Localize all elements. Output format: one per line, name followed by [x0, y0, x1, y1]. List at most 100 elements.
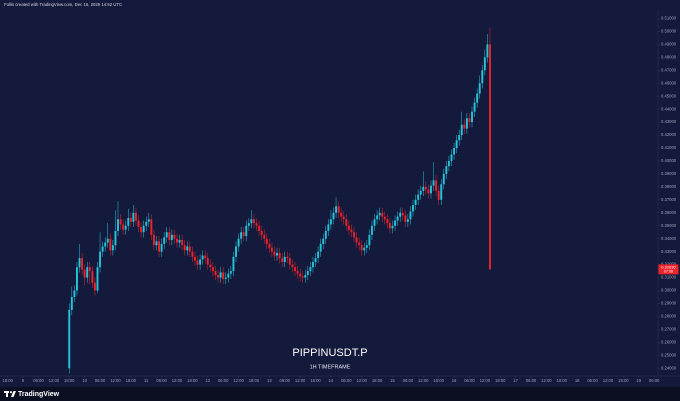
- candle-body: [235, 246, 237, 257]
- x-tick-label: 12:00: [480, 378, 491, 383]
- candle-body: [301, 276, 304, 278]
- y-tick-label: 0.33000: [661, 249, 677, 254]
- candle-body: [106, 238, 109, 243]
- candle-body: [276, 252, 279, 256]
- candle-body: [142, 225, 145, 233]
- candle-body: [132, 212, 135, 222]
- candle-body: [476, 93, 479, 103]
- candle-body: [150, 219, 153, 235]
- candle-body: [258, 225, 261, 231]
- candle-body: [309, 267, 312, 272]
- candle-body: [224, 277, 227, 279]
- x-tick-label: 10: [82, 378, 87, 383]
- x-tick-label: 13: [267, 378, 272, 383]
- candle-body: [268, 243, 271, 248]
- candle-body: [242, 232, 245, 237]
- y-tick-label: 0.43000: [661, 119, 677, 124]
- x-tick-label: 06:00: [526, 378, 537, 383]
- candle-body: [424, 186, 427, 190]
- candles: [68, 27, 491, 374]
- logo-icon: [4, 391, 16, 397]
- x-tick-label: 12:00: [110, 378, 121, 383]
- candle-body: [211, 267, 214, 272]
- y-tick-label: 0.41000: [661, 145, 677, 150]
- candle-body: [270, 247, 273, 252]
- candle-body: [417, 194, 420, 200]
- x-tick-label: 18:00: [310, 378, 321, 383]
- candle-body: [101, 246, 104, 252]
- candle-body: [99, 251, 101, 268]
- candle-body: [378, 212, 381, 216]
- x-tick-label: 18: [575, 378, 580, 383]
- y-tick-label: 0.45000: [661, 93, 677, 98]
- candle-body: [340, 212, 343, 217]
- logo-part: [11, 391, 16, 397]
- candle-body: [355, 237, 358, 243]
- candle-body: [406, 219, 409, 222]
- candle-body: [86, 267, 89, 278]
- candle-body: [455, 140, 458, 149]
- candle-body: [396, 216, 399, 221]
- candle-body: [109, 238, 112, 251]
- x-tick-label: 06:00: [95, 378, 106, 383]
- candle-body: [129, 217, 132, 222]
- candle-body: [78, 258, 81, 268]
- candle-body: [386, 219, 389, 224]
- candle-body: [245, 225, 248, 237]
- x-tick-label: 12:00: [49, 378, 60, 383]
- candle-body: [178, 239, 181, 243]
- candle-body: [68, 309, 71, 369]
- candle-body: [73, 290, 76, 297]
- x-tick-label: 12:00: [233, 378, 244, 383]
- footer-bar: [0, 387, 680, 401]
- y-tick-label: 0.46000: [661, 80, 677, 85]
- candle-body: [304, 274, 307, 278]
- candle-body: [412, 205, 414, 212]
- x-tick-label: 06:00: [403, 378, 414, 383]
- candle-body: [88, 267, 91, 272]
- candle-body: [373, 219, 376, 226]
- candle-body: [227, 273, 230, 278]
- x-tick-label: 14: [329, 378, 334, 383]
- candle-body: [176, 238, 178, 243]
- candle-body: [445, 166, 448, 174]
- candle-body: [409, 211, 412, 220]
- candle-body: [394, 220, 397, 226]
- logo-part: [9, 391, 13, 394]
- x-tick-label: 12:00: [418, 378, 429, 383]
- candle-body: [155, 241, 158, 246]
- candle-body: [119, 219, 122, 225]
- x-tick-label: 12:00: [603, 378, 614, 383]
- candle-body: [329, 219, 332, 225]
- candle-body: [240, 232, 243, 239]
- candle-body: [168, 232, 171, 240]
- candle-body: [204, 255, 207, 259]
- candle-body: [199, 259, 202, 265]
- candle-body: [360, 245, 363, 251]
- candle-body: [194, 256, 196, 261]
- x-tick-label: 12:00: [295, 378, 306, 383]
- candle-body: [163, 237, 166, 244]
- candle-body: [486, 44, 489, 58]
- x-tick-label: 16: [452, 378, 457, 383]
- x-tick-label: 11: [144, 378, 149, 383]
- candle-body: [127, 217, 130, 226]
- logo-part: [6, 391, 8, 397]
- candle-body: [247, 223, 250, 226]
- candle-body: [273, 251, 276, 256]
- candle-body: [114, 230, 117, 246]
- candle-body: [376, 215, 379, 220]
- last-price-label: 0.31630: [661, 264, 676, 269]
- candle-body: [96, 267, 99, 291]
- candle-body: [404, 215, 407, 222]
- candle-body: [260, 230, 263, 235]
- candle-body: [381, 212, 384, 217]
- candle-body: [365, 245, 368, 248]
- x-tick-label: 18:00: [433, 378, 444, 383]
- y-tick-label: 0.48000: [661, 54, 677, 59]
- candle-body: [399, 212, 402, 217]
- candle-body: [332, 212, 335, 220]
- candle-body: [81, 258, 84, 270]
- y-tick-label: 0.34000: [661, 236, 677, 241]
